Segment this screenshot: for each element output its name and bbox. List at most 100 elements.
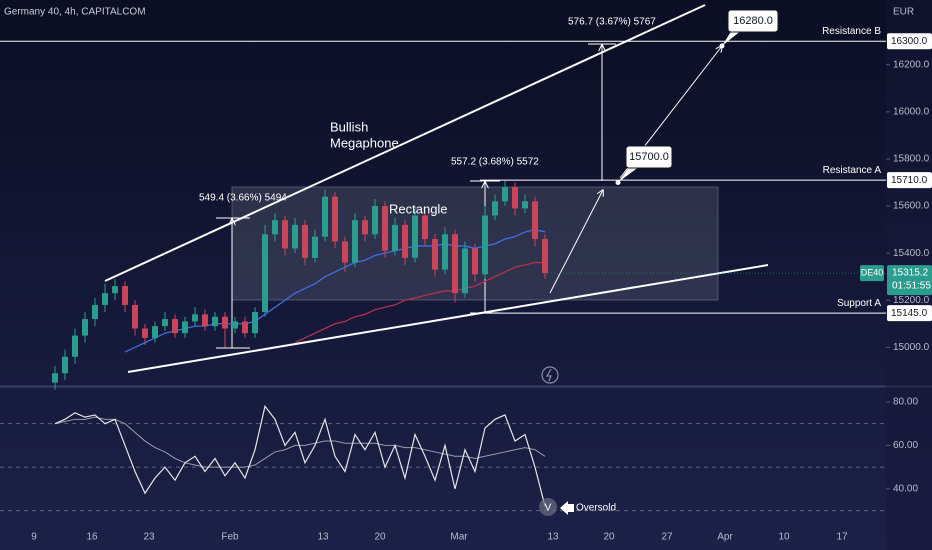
candle-body: [452, 234, 458, 294]
candle-body: [222, 316, 228, 329]
y-tick-label: 16200.0: [893, 59, 930, 70]
candle-body: [52, 373, 58, 383]
candle-body: [72, 335, 78, 357]
y-tick-label: 15400.0: [893, 248, 930, 259]
y-tick-label: 15200.0: [893, 295, 930, 306]
candle-body: [472, 248, 478, 275]
candle-body: [512, 187, 518, 209]
candle-body: [162, 319, 168, 327]
target-label: 16280.0: [733, 15, 773, 27]
candle-body: [312, 236, 318, 258]
annotation: 557.2 (3.68%) 5572: [451, 157, 539, 168]
level-label-box: [887, 305, 932, 322]
target-box: [727, 9, 779, 33]
candle-body: [242, 321, 248, 334]
x-tick-label: 20: [374, 532, 386, 543]
y-tick-label: 80.00: [893, 397, 918, 408]
level-label: 16300.0: [891, 36, 928, 47]
annotation: Rectangle: [389, 201, 448, 216]
candle-body: [432, 239, 438, 270]
y-tick-label: 15800.0: [893, 154, 930, 165]
last-price-box: [887, 265, 932, 296]
candle-body: [402, 224, 408, 258]
x-tick-label: 10: [778, 532, 790, 543]
candle-body: [262, 234, 268, 313]
moving-average: [294, 261, 545, 344]
candle-body: [332, 196, 338, 242]
x-tick-label: 16: [86, 532, 98, 543]
candle-body: [542, 239, 548, 274]
x-tick-label: 13: [317, 532, 329, 543]
megaphone-lower: [127, 264, 769, 373]
annotation: Bullish: [330, 119, 368, 134]
rsi-line: [54, 404, 546, 507]
candle-body: [352, 220, 358, 263]
y-tick-label: 40.00: [893, 484, 918, 495]
candle-body: [442, 234, 448, 270]
candle-body: [482, 215, 488, 275]
annotation: 549.4 (3.66%) 5494: [199, 193, 287, 204]
candle-body: [92, 304, 98, 320]
event-icon-bolt: [545, 368, 552, 382]
target-label: 15700.0: [629, 151, 669, 163]
symbol-tag: DE40: [861, 267, 884, 277]
oversold-v: V: [545, 503, 552, 514]
oversold-label: Oversold: [576, 503, 616, 514]
level-name: Resistance A: [823, 165, 882, 176]
annotation: 576.7 (3.67%) 5767: [568, 17, 656, 28]
candle-body: [522, 201, 528, 209]
candle-body: [422, 215, 428, 240]
event-icon[interactable]: [541, 366, 559, 384]
candle-body: [172, 319, 178, 334]
candle-body: [342, 241, 348, 263]
annotation: Megaphone: [330, 135, 399, 150]
candle-body: [412, 215, 418, 258]
x-tick-label: 27: [661, 532, 673, 543]
candle-body: [282, 220, 288, 249]
candle-body: [212, 316, 218, 327]
level-name: Support A: [837, 298, 881, 309]
level-label: 15710.0: [891, 175, 928, 186]
x-tick-label: 9: [31, 532, 37, 543]
target-pointer: [618, 166, 640, 183]
oversold-marker: [539, 498, 557, 516]
y-tick-label: 15000.0: [893, 342, 930, 353]
level-label-box: [887, 33, 932, 50]
level-label: 15145.0: [891, 308, 928, 319]
candle-body: [302, 224, 308, 258]
x-tick-label: Apr: [717, 532, 733, 543]
y-tick-label: 16000.0: [893, 106, 930, 117]
candle-body: [132, 304, 138, 329]
y-tick-label: 60.00: [893, 440, 918, 451]
candle-body: [202, 314, 208, 327]
candle-body: [462, 248, 468, 294]
candle-body: [292, 224, 298, 249]
target-box: [625, 145, 673, 169]
candle-body: [112, 286, 118, 294]
candle-body: [392, 224, 398, 251]
oversold-arrow: [560, 501, 574, 515]
x-tick-label: 20: [603, 532, 615, 543]
last-price: 15315.2: [892, 268, 929, 279]
target-pointer: [722, 30, 742, 46]
x-tick-label: 13: [547, 532, 559, 543]
symbol-box: [860, 265, 884, 282]
candle-body: [62, 356, 68, 374]
candle-body: [272, 220, 278, 235]
candle-body: [252, 312, 258, 334]
candle-body: [152, 326, 158, 338]
level-name: Resistance B: [822, 26, 881, 37]
candle-body: [492, 201, 498, 216]
x-tick-label: Mar: [450, 532, 468, 543]
candle-body: [192, 314, 198, 322]
x-tick-label: 17: [836, 532, 848, 543]
candle-body: [102, 293, 108, 305]
candle-body: [82, 319, 88, 336]
candle-body: [502, 187, 508, 202]
y-tick-label: 15600.0: [893, 201, 930, 212]
countdown: 01:51:55: [892, 281, 931, 292]
candle-body: [232, 321, 238, 329]
level-label-box: [887, 172, 932, 189]
currency: EUR: [893, 7, 914, 18]
